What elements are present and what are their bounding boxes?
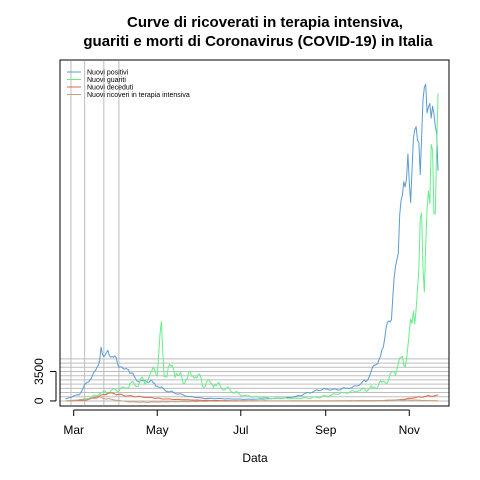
chart-title-line2: guariti e morti di Coronavirus (COVID-19… (83, 33, 433, 50)
legend-label: Nuovi positivi (87, 70, 129, 77)
x-tick-label: Jul (233, 423, 248, 437)
series-line-4 (65, 396, 439, 403)
x-tick-label: Sep (315, 423, 337, 437)
x-axis: Mar May Jul Sep Nov (63, 409, 420, 437)
y-tick-label: 3500 (32, 358, 46, 385)
x-tick-label: Nov (399, 423, 420, 437)
plot-frame (59, 59, 450, 407)
series-line-1 (65, 83, 439, 400)
x-axis-label: Data (242, 451, 268, 465)
series-layer (65, 83, 439, 403)
chart-title-line1: Curve di ricoverati in terapia intensiva… (127, 14, 403, 31)
x-tick-label: May (146, 423, 169, 437)
x-tick-label: Mar (63, 423, 84, 437)
series-line-2 (65, 93, 439, 402)
y-tick-label: 0 (32, 397, 46, 404)
legend-label: Nuovi deceduti (87, 85, 134, 92)
legend-label: Nuovi ricoveri in terapia intensiva (87, 92, 190, 99)
grid-layer (60, 61, 449, 405)
legend-label: Nuovi guariti (87, 77, 126, 84)
y-axis: 0 3500 (32, 358, 57, 404)
